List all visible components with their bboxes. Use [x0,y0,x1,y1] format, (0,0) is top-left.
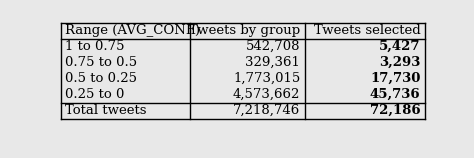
Text: 3,293: 3,293 [379,56,420,69]
Text: 542,708: 542,708 [246,40,301,53]
Text: 1 to 0.75: 1 to 0.75 [65,40,125,53]
Text: 17,730: 17,730 [370,72,420,85]
Text: 45,736: 45,736 [370,88,420,101]
Text: 1,773,015: 1,773,015 [233,72,301,85]
Text: 4,573,662: 4,573,662 [233,88,301,101]
Text: Range (AVG_CONF): Range (AVG_CONF) [65,24,201,37]
Text: 329,361: 329,361 [246,56,301,69]
Text: 7,218,746: 7,218,746 [233,104,301,117]
Text: 0.5 to 0.25: 0.5 to 0.25 [65,72,137,85]
Text: 0.75 to 0.5: 0.75 to 0.5 [65,56,137,69]
Text: Total tweets: Total tweets [65,104,147,117]
Text: 5,427: 5,427 [379,40,420,53]
Text: Tweets selected: Tweets selected [314,24,420,37]
Text: 0.25 to 0: 0.25 to 0 [65,88,125,101]
Text: Tweets by group: Tweets by group [189,24,301,37]
Text: 72,186: 72,186 [370,104,420,117]
